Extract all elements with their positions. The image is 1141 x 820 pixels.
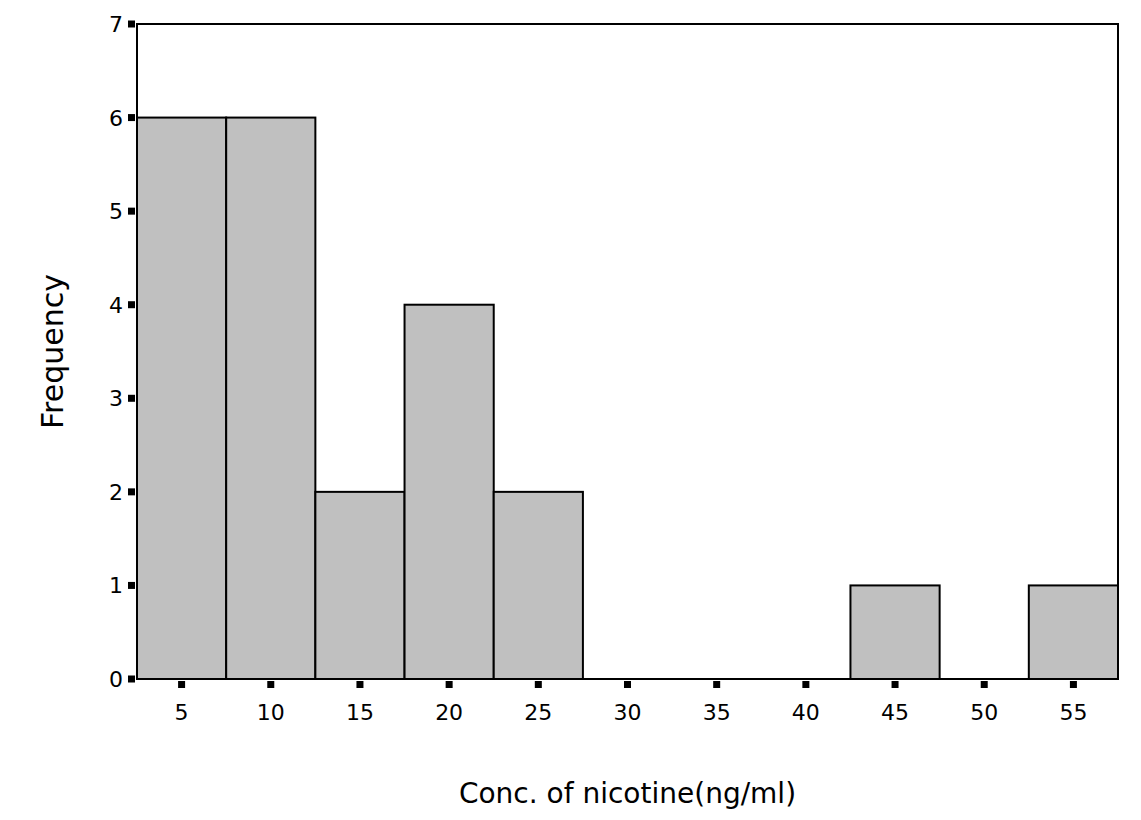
x-tick <box>624 681 631 688</box>
y-tick <box>128 676 135 683</box>
y-tick-label: 4 <box>109 293 123 318</box>
x-tick-label: 20 <box>435 700 463 725</box>
x-tick-label: 5 <box>175 700 189 725</box>
x-tick-label: 10 <box>257 700 285 725</box>
x-axis-title: Conc. of nicotine(ng/ml) <box>459 777 796 810</box>
x-tick <box>535 681 542 688</box>
plot-frame <box>137 24 1118 679</box>
y-tick <box>128 114 135 121</box>
chart-container: 01234567510152025303540455055Conc. of ni… <box>0 0 1141 820</box>
plot-background <box>137 24 1118 679</box>
histogram-bar <box>315 492 404 679</box>
y-axis-title: Frequency <box>35 274 70 429</box>
x-tick <box>356 681 363 688</box>
bars <box>137 118 1118 679</box>
x-tick <box>713 681 720 688</box>
histogram-bar <box>405 305 494 679</box>
y-tick-label: 5 <box>109 199 123 224</box>
x-tick <box>802 681 809 688</box>
x-tick <box>1070 681 1077 688</box>
histogram-bar <box>226 118 315 679</box>
x-tick-label: 15 <box>346 700 374 725</box>
y-tick <box>128 301 135 308</box>
x-tick-label: 55 <box>1059 700 1087 725</box>
y-tick <box>128 208 135 215</box>
y-tick-label: 7 <box>109 12 123 37</box>
y-tick-label: 2 <box>109 480 123 505</box>
y-tick-label: 0 <box>109 667 123 692</box>
x-tick <box>178 681 185 688</box>
chart-svg: 01234567510152025303540455055Conc. of ni… <box>0 0 1141 820</box>
y-tick-label: 6 <box>109 106 123 131</box>
y-tick <box>128 582 135 589</box>
x-tick-label: 40 <box>792 700 820 725</box>
x-tick-label: 45 <box>881 700 909 725</box>
y-tick-label: 3 <box>109 386 123 411</box>
histogram-bar <box>494 492 583 679</box>
x-tick <box>267 681 274 688</box>
x-tick <box>892 681 899 688</box>
x-tick-label: 30 <box>614 700 642 725</box>
x-tick <box>981 681 988 688</box>
y-tick <box>128 21 135 28</box>
y-tick <box>128 488 135 495</box>
y-tick <box>128 395 135 402</box>
x-tick-label: 50 <box>970 700 998 725</box>
histogram-bar <box>850 585 939 679</box>
x-tick-label: 35 <box>703 700 731 725</box>
x-tick <box>446 681 453 688</box>
histogram-bar <box>1029 585 1118 679</box>
y-tick-label: 1 <box>109 573 123 598</box>
histogram-bar <box>137 118 226 679</box>
x-tick-label: 25 <box>524 700 552 725</box>
